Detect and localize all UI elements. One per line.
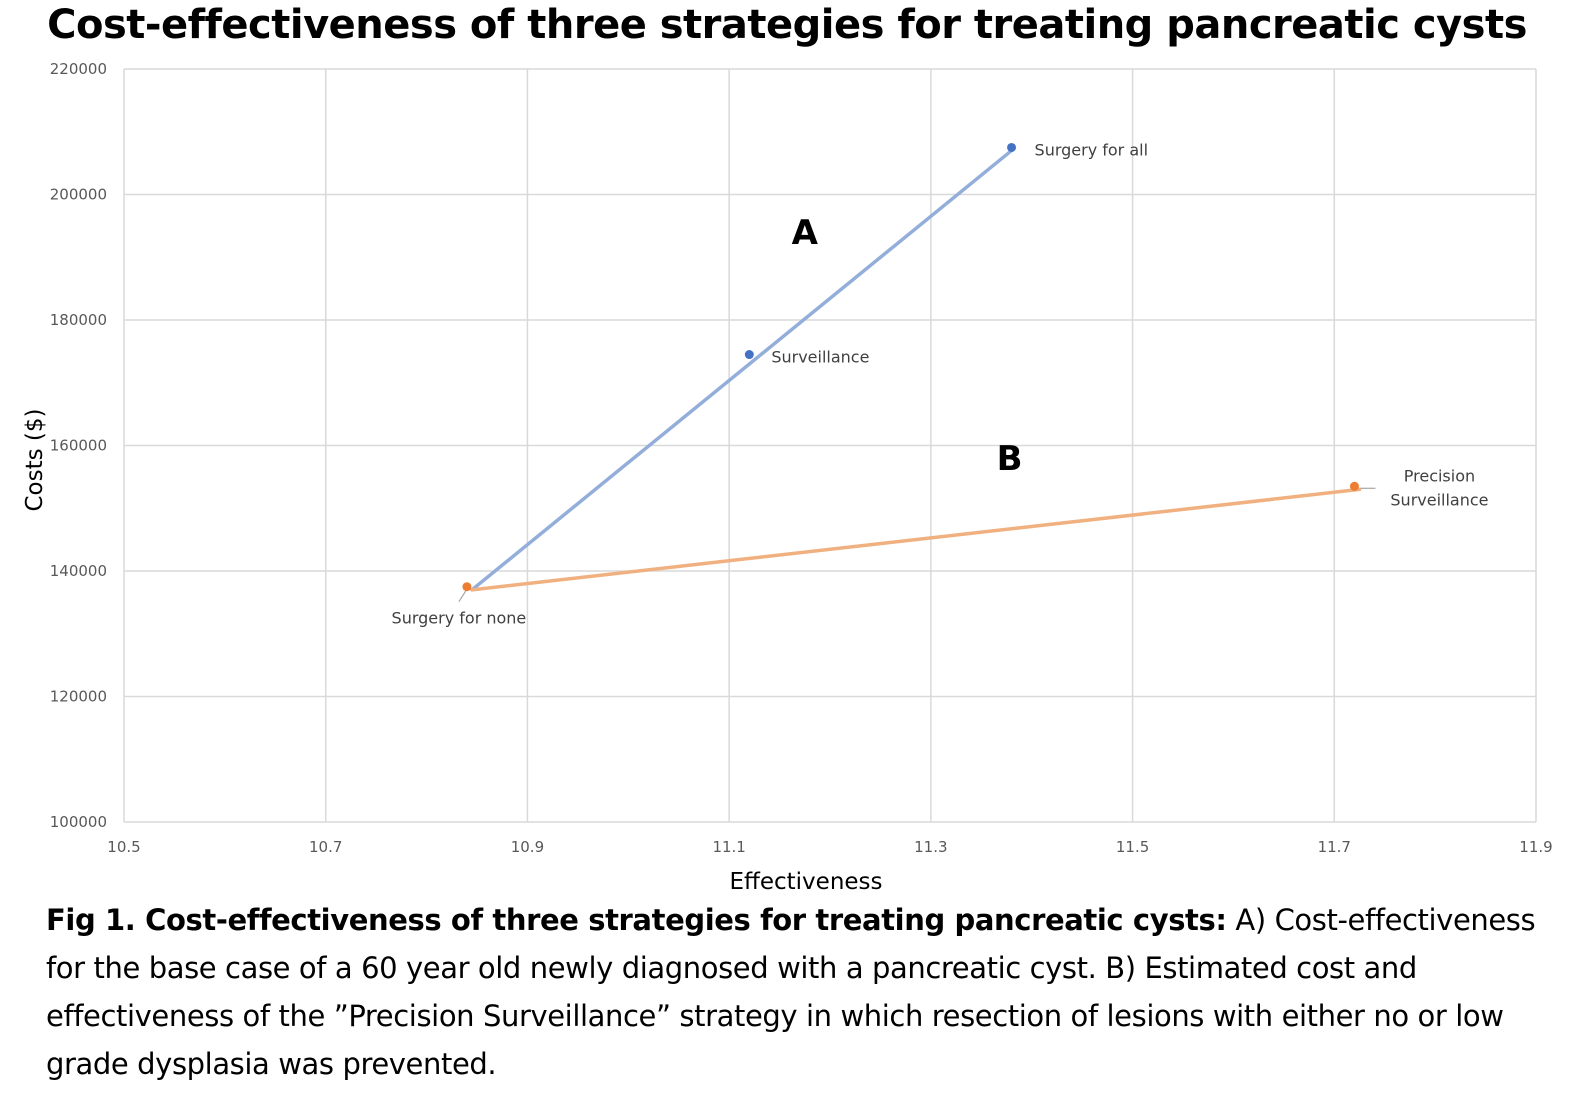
point-labels: Surgery for none Surveillance Surgery for … [392,140,1489,627]
label-leader-line [458,590,467,603]
x-axis-title: Effectiveness [729,869,882,894]
point-label: Surgery for none [392,609,527,628]
data-point [744,350,754,360]
figure-caption: Fig 1. Cost-effectiveness of three strat… [46,896,1566,1088]
data-points [462,142,1359,592]
x-tick-label: 11.7 [1318,838,1351,856]
y-axis-title: Costs ($) [22,408,48,511]
x-tick-label: 10.7 [309,838,342,856]
annotation-label: B [997,439,1023,479]
point-label: Surveillance [771,348,869,367]
data-point [462,582,472,592]
y-tick-label: 100000 [50,813,107,831]
y-tick-label: 120000 [50,688,107,706]
tick-labels: 10.5 10.7 10.9 11.1 11.3 11.5 11.7 11.9 100000 12… [50,60,1553,856]
data-point [1007,142,1017,152]
x-tick-label: 10.5 [107,838,140,856]
trend-line [470,148,1014,592]
y-tick-label: 200000 [50,186,107,204]
x-tick-label: 11.9 [1519,838,1552,856]
trend-line [470,487,1362,592]
x-tick-label: 10.9 [511,838,544,856]
y-tick-label: 140000 [50,562,107,580]
x-tick-label: 11.3 [914,838,947,856]
y-tick-label: 160000 [50,437,107,455]
point-label: Surgery for all [1035,140,1149,159]
chart-canvas: 10.5 10.7 10.9 11.1 11.3 11.5 11.7 11.9 100000 12… [22,60,1553,894]
chart-title: Cost-effectiveness of three strategies f… [47,2,1527,48]
y-tick-label: 180000 [50,311,107,329]
caption-bold: Fig 1. Cost-effectiveness of three strat… [46,903,1227,937]
grid [123,68,1537,823]
y-tick-label: 220000 [50,60,107,78]
trend-lines [470,148,1362,592]
x-tick-label: 11.5 [1116,838,1149,856]
point-label: Precision Surveillance [1390,466,1488,509]
annotation-label: A [792,213,819,253]
data-point [1349,481,1359,491]
x-tick-label: 11.1 [712,838,745,856]
annotations: AB [792,213,1023,479]
caption-text: A) Cost-effectiveness for the base case … [46,903,1536,1081]
